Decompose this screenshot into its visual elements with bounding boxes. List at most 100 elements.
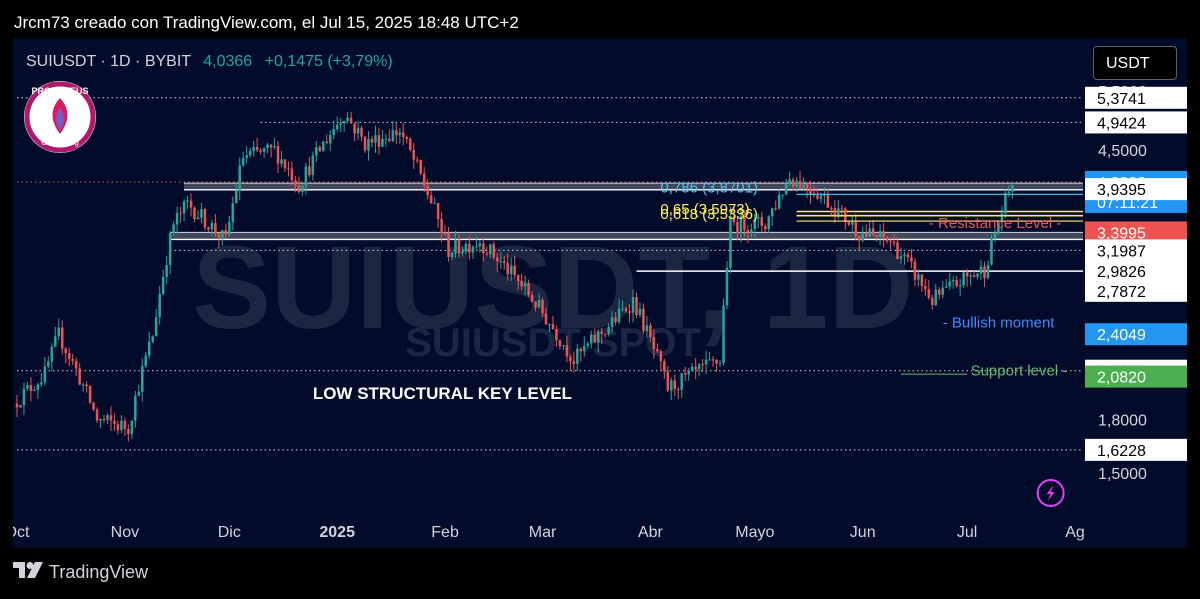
- candle-body: [826, 194, 830, 208]
- fib-label-1: 0,65 (3,5973): [660, 201, 749, 218]
- candle-body: [175, 213, 179, 225]
- candle-body: [245, 155, 248, 159]
- candle-body: [144, 355, 148, 367]
- candle-body: [457, 239, 461, 254]
- candle-body: [739, 215, 743, 233]
- x-tick-6: Abr: [638, 524, 664, 541]
- candle-body: [419, 160, 422, 174]
- candle-body: [506, 262, 509, 275]
- candle-body: [833, 208, 837, 217]
- candle-body: [433, 203, 436, 205]
- candle-body: [395, 130, 398, 136]
- candle-body: [551, 324, 555, 330]
- candle-body: [398, 132, 402, 136]
- candle-body: [388, 138, 391, 142]
- candle-body: [179, 213, 182, 215]
- logo-ring: [24, 81, 96, 153]
- candle-body: [593, 334, 596, 343]
- candle-body: [241, 158, 245, 166]
- candle-body: [823, 194, 826, 196]
- candle-body: [746, 230, 750, 233]
- fib-label-2: 0,618 (3,5336): [660, 206, 758, 223]
- candle-body: [318, 147, 322, 152]
- candle-body: [548, 324, 551, 326]
- price-tag-3: 3,9395: [1097, 182, 1146, 199]
- candle-body: [228, 221, 231, 235]
- candle-body: [509, 265, 513, 275]
- currency-selector[interactable]: USDT: [1093, 46, 1177, 80]
- candle-body: [95, 409, 99, 421]
- price-tag-bg-1: [1085, 111, 1187, 134]
- price-tag-bg-3: [1085, 178, 1187, 201]
- candle-body: [33, 389, 36, 391]
- lightning-icon[interactable]: [1036, 479, 1065, 507]
- candle-body: [325, 141, 328, 144]
- candle-body: [391, 130, 395, 142]
- candle-body: [409, 138, 412, 150]
- candle-body: [777, 194, 781, 209]
- candle-body: [26, 385, 29, 389]
- candle-body: [287, 168, 290, 170]
- candle-body: [847, 222, 851, 225]
- candle-body: [767, 216, 770, 230]
- chart-area[interactable]: SUIUSDT, 1D SUIUSDT SPOT 0,786 (3,8701) 0,…: [13, 38, 1187, 548]
- candle-body: [40, 382, 43, 385]
- candle-body: [422, 173, 426, 186]
- candle-body: [635, 297, 638, 316]
- candle-body: [558, 340, 562, 347]
- x-tick-5: Mar: [529, 524, 557, 541]
- candle-body: [690, 366, 694, 371]
- candle-body: [238, 165, 241, 191]
- candle-body: [555, 329, 558, 341]
- tradingview-brand[interactable]: TradingView: [49, 562, 149, 582]
- candle-body: [304, 166, 308, 186]
- candle-body: [603, 333, 607, 335]
- candle-body: [43, 366, 47, 383]
- candle-body: [335, 124, 339, 129]
- candle-body: [436, 203, 440, 220]
- candle-body: [666, 371, 670, 391]
- candle-body: [454, 239, 457, 253]
- candle-body: [130, 420, 134, 435]
- symbol-last-price: 4,0366: [203, 53, 253, 70]
- symbol-name: SUIUSDT · 1D · BYBIT: [26, 53, 191, 70]
- candle-body: [798, 180, 802, 189]
- candle-body: [346, 117, 349, 121]
- candle-body: [189, 200, 193, 208]
- candle-body: [624, 308, 628, 312]
- candle-body: [60, 327, 64, 349]
- candle-body: [819, 195, 823, 199]
- candle-body: [443, 232, 447, 234]
- candle-body: [997, 222, 1000, 234]
- candle-body: [781, 194, 784, 196]
- candle-body: [802, 183, 805, 189]
- candle-body: [54, 336, 57, 347]
- candle-body: [931, 297, 934, 305]
- candle-body: [429, 195, 433, 204]
- candle-body: [753, 218, 757, 230]
- footer: TradingView: [13, 562, 148, 583]
- candle-body: [924, 285, 927, 290]
- tradingview-logo-icon[interactable]: [13, 562, 43, 583]
- candle-body: [1007, 191, 1011, 194]
- price-tag-8: 2,4049: [1097, 327, 1146, 344]
- candle-body: [955, 279, 958, 287]
- candle-body: [892, 241, 896, 243]
- candle-body: [123, 420, 127, 430]
- candle-body: [255, 147, 259, 151]
- x-tick-8: Jun: [850, 524, 876, 541]
- candle-body: [711, 359, 715, 361]
- candle-body: [631, 297, 635, 313]
- symbol-change: +0,1475 (+3,79%): [264, 53, 393, 70]
- candle-body: [99, 418, 102, 421]
- candle-body: [656, 349, 659, 352]
- candle-body: [694, 366, 697, 370]
- candle-body: [899, 256, 903, 260]
- candle-body: [722, 305, 725, 363]
- candle-body: [283, 159, 287, 169]
- candle-body: [367, 138, 370, 151]
- candle-body: [673, 380, 677, 390]
- candle-body: [896, 242, 899, 260]
- candle-body: [583, 345, 586, 352]
